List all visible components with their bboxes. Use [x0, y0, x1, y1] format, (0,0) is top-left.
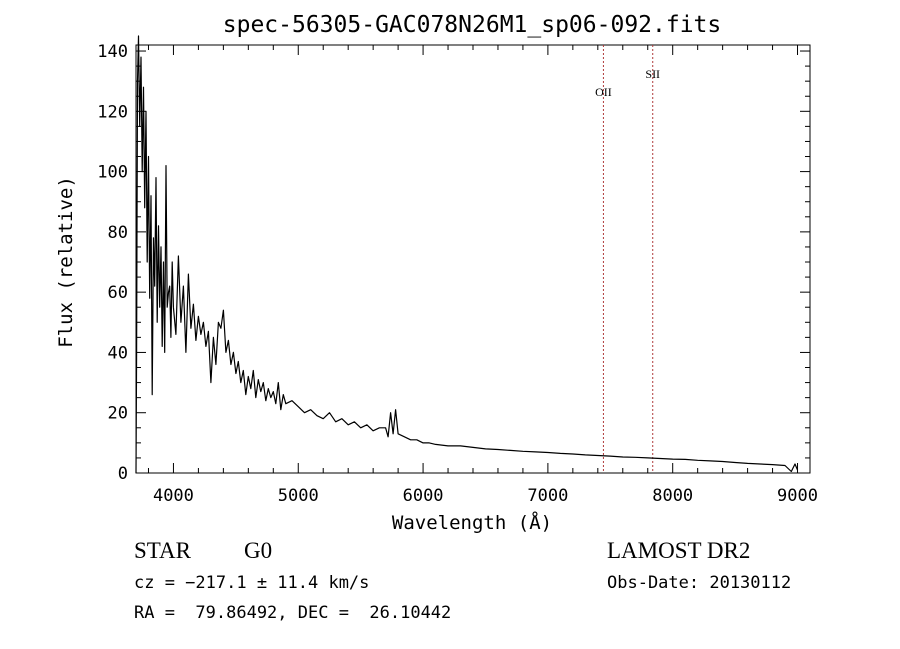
survey-name: LAMOST DR2: [607, 538, 751, 563]
y-axis-ticks: 0 20 40 60 80 100 120 140: [97, 42, 810, 484]
emission-line-label: OII: [595, 85, 612, 99]
spectrum-series-line: [135, 35, 799, 474]
y-tick-label: 20: [108, 404, 128, 424]
emission-line-label: SII: [645, 67, 660, 81]
y-tick-label: 140: [97, 42, 128, 62]
x-axis-label: Wavelength (Å): [392, 511, 552, 534]
x-tick-label: 5000: [278, 486, 319, 506]
x-tick-label: 8000: [652, 486, 693, 506]
x-tick-label: 7000: [527, 486, 568, 506]
emission-line-markers: OII SII: [595, 45, 660, 473]
object-class: STAR: [134, 538, 191, 563]
y-axis-label: Flux (relative): [55, 176, 77, 348]
x-tick-label: 9000: [777, 486, 818, 506]
plot-frame: [135, 44, 811, 474]
x-tick-label: 6000: [403, 486, 444, 506]
redshift-velocity: cz = −217.1 ± 11.4 km/s: [134, 573, 370, 593]
y-tick-label: 40: [108, 343, 128, 363]
y-tick-label: 100: [97, 163, 128, 183]
chart-title: spec-56305-GAC078N26M1_sp06-092.fits: [223, 12, 722, 38]
observation-date: Obs-Date: 20130112: [607, 573, 792, 593]
y-tick-label: 0: [118, 464, 128, 484]
x-tick-label: 4000: [153, 486, 194, 506]
y-tick-label: 80: [108, 223, 128, 243]
coordinates: RA = 79.86492, DEC = 26.10442: [134, 603, 452, 623]
y-tick-label: 120: [97, 102, 128, 122]
object-subclass: G0: [244, 538, 273, 563]
series-layer: [135, 35, 799, 474]
x-axis-ticks: 4000 5000 6000 7000 8000 9000: [147, 45, 818, 506]
y-tick-label: 60: [108, 283, 128, 303]
